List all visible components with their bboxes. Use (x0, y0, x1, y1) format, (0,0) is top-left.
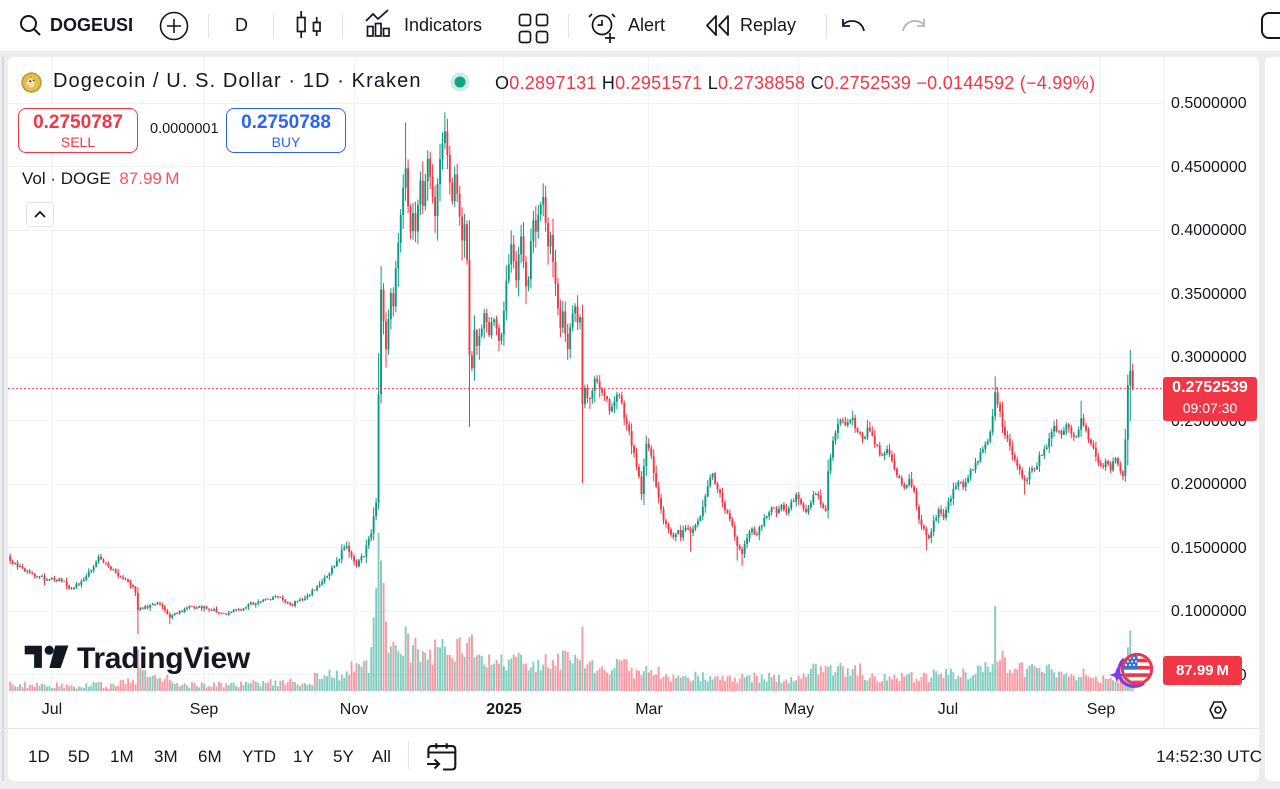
svg-text:TradingView: TradingView (77, 643, 251, 675)
